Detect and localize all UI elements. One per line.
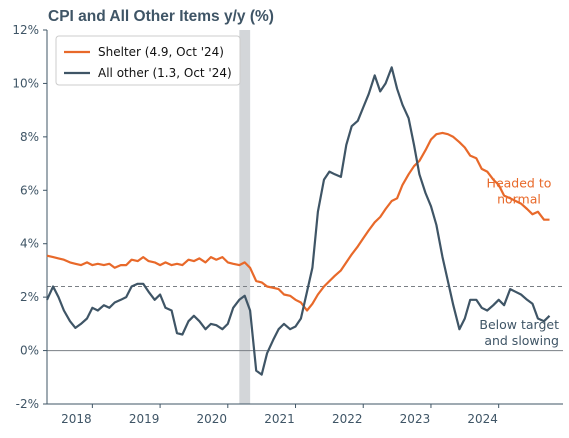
shelter-annotation: Headed to normal (487, 176, 552, 207)
all-other-annotation: Below target and slowing (479, 317, 559, 348)
chart-title: CPI and All Other Items y/y (%) (48, 8, 274, 25)
x-tick-label: 2020 (197, 412, 228, 426)
x-tick-label: 2018 (61, 412, 92, 426)
y-tick-label: 2% (20, 290, 39, 304)
y-tick-label: 12% (12, 23, 39, 37)
y-tick-label: 6% (20, 183, 39, 197)
annotation-line: Headed to (487, 176, 552, 191)
recession-band-group (239, 30, 251, 404)
x-tick-label: 2024 (467, 412, 498, 426)
x-tick-label: 2022 (332, 412, 363, 426)
legend: Shelter (4.9, Oct '24) All other (1.3, Oc… (55, 35, 241, 86)
annotation-line: and slowing (484, 333, 559, 348)
y-tick-label: -2% (16, 397, 39, 411)
legend-box (55, 35, 241, 86)
annotation-line: Below target (479, 317, 559, 332)
legend-label: All other (1.3, Oct '24) (98, 66, 232, 80)
all-other-series-line (46, 66, 551, 376)
x-tick-label: 2023 (400, 412, 431, 426)
shelter-series-line (46, 131, 550, 312)
annotation-line: normal (497, 192, 541, 207)
annotations: Headed to normal Below target and slowing (479, 176, 559, 349)
axes: -2% 0% 2% 4% 6% 8% 10% 12% 2018 2019 2020 2021 2022 2… (12, 23, 563, 426)
y-tick-label: 10% (12, 76, 39, 90)
series-lines (46, 66, 551, 376)
y-tick-label: 0% (20, 344, 39, 358)
x-tick-label: 2019 (129, 412, 160, 426)
y-tick-label: 8% (20, 130, 39, 144)
x-tick-label: 2021 (264, 412, 295, 426)
y-tick-label: 4% (20, 237, 39, 251)
recession-band (239, 30, 251, 404)
legend-label: Shelter (4.9, Oct '24) (98, 45, 224, 59)
